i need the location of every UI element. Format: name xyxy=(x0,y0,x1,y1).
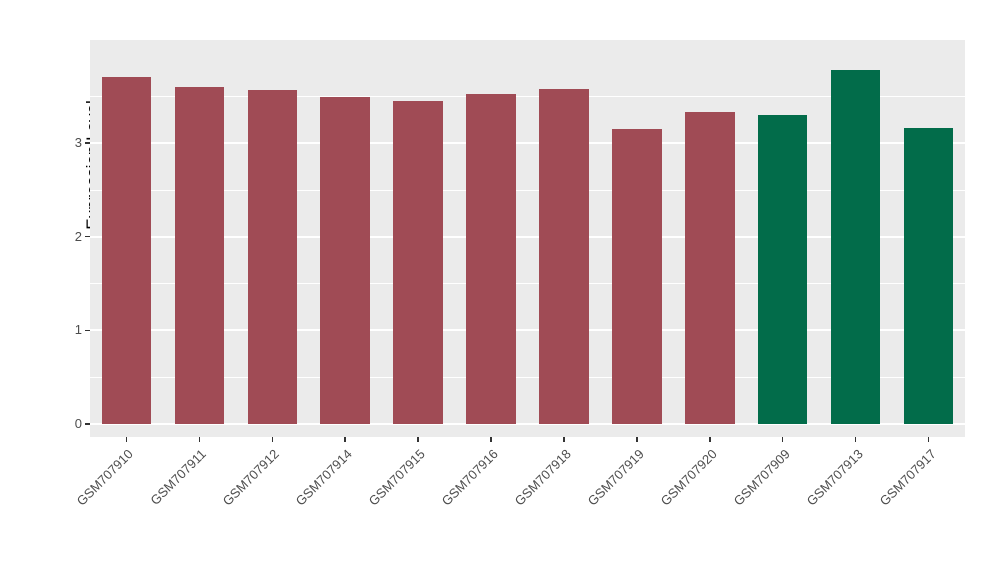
plot-panel xyxy=(90,40,965,437)
bar-GSM707911 xyxy=(174,86,225,424)
bar-GSM707914 xyxy=(320,96,370,424)
x-tick-mark xyxy=(490,437,492,442)
bar-GSM707912 xyxy=(247,90,298,424)
x-tick-label-GSM707917: GSM707917 xyxy=(876,446,939,509)
x-tick-mark xyxy=(271,437,274,442)
y-tick-mark xyxy=(85,142,90,144)
x-tick-mark xyxy=(125,437,128,442)
minor-gridline xyxy=(90,283,965,285)
y-tick-mark xyxy=(85,235,90,238)
y-tick-mark xyxy=(85,423,90,425)
x-tick-label-GSM707910: GSM707910 xyxy=(74,446,137,509)
x-tick-mark xyxy=(198,437,201,442)
bar-GSM707915 xyxy=(393,100,443,424)
major-gridline xyxy=(90,235,965,238)
y-tick-label: 0 xyxy=(74,416,82,431)
x-tick-label-GSM707909: GSM707909 xyxy=(730,446,793,509)
minor-gridline xyxy=(90,189,965,191)
x-tick-mark xyxy=(781,437,784,442)
x-tick-mark xyxy=(344,437,346,442)
bar-GSM707917 xyxy=(903,127,954,424)
y-tick-label: 1 xyxy=(74,322,82,338)
bar-GSM707910 xyxy=(101,77,152,424)
x-tick-mark xyxy=(417,437,419,442)
y-tick-label: 2 xyxy=(74,228,82,244)
x-tick-mark xyxy=(636,437,638,442)
y-tick-label: 3 xyxy=(74,134,82,150)
x-tick-mark xyxy=(927,437,930,442)
bar-GSM707918 xyxy=(539,89,589,424)
x-tick-label-GSM707913: GSM707913 xyxy=(803,446,866,509)
y-tick-mark xyxy=(85,329,90,332)
major-gridline xyxy=(90,329,965,332)
minor-gridline xyxy=(90,96,965,98)
bar-GSM707913 xyxy=(830,69,881,424)
bar-GSM707909 xyxy=(757,114,808,424)
x-tick-mark xyxy=(563,437,565,442)
bar-GSM707916 xyxy=(466,94,516,424)
major-gridline xyxy=(90,141,965,144)
minor-gridline xyxy=(90,377,965,379)
bar-GSM707919 xyxy=(612,128,662,424)
x-tick-mark xyxy=(854,437,857,442)
major-gridline xyxy=(90,423,965,425)
bar-GSM707920 xyxy=(685,111,735,424)
x-tick-label-GSM707920: GSM707920 xyxy=(657,446,720,509)
x-tick-mark xyxy=(709,437,711,442)
